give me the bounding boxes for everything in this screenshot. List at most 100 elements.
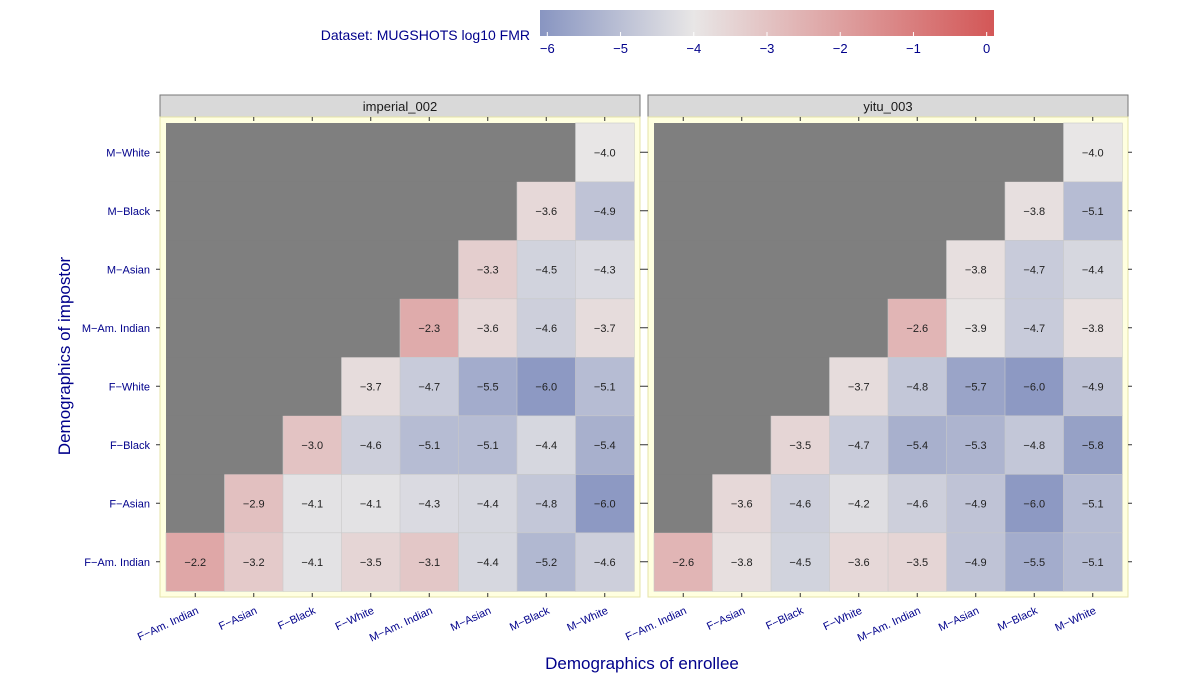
heatmap-cell-empty: [654, 474, 713, 533]
heatmap-cell: [341, 415, 401, 475]
heatmap-cell-empty: [224, 357, 284, 416]
legend-tick-label: −1: [906, 41, 921, 56]
cell-value-label: −4.6: [906, 498, 928, 510]
heatmap-cell: [165, 532, 226, 592]
cell-value-label: −4.3: [594, 264, 616, 276]
y-tick-label: M−White: [106, 147, 150, 159]
heatmap-cell-empty: [654, 240, 713, 299]
heatmap-cell: [770, 532, 831, 592]
cell-value-label: −2.6: [672, 557, 694, 569]
legend-tick-label: −2: [833, 41, 848, 56]
heatmap-cell: [887, 298, 948, 358]
heatmap-cell-empty: [654, 123, 713, 182]
heatmap-cell-empty: [888, 181, 947, 241]
cell-value-label: −4.4: [477, 557, 499, 569]
cell-value-label: −4.4: [1082, 264, 1104, 276]
cell-value-label: −3.9: [965, 323, 987, 335]
heatmap-cell: [575, 415, 635, 475]
heatmap-cell-empty: [166, 240, 225, 299]
cell-value-label: −4.7: [418, 381, 440, 393]
cell-value-label: −4.8: [906, 381, 928, 393]
legend-ticks: −6 −5 −4 −3 −2 −1 0: [540, 32, 990, 56]
heatmap-cell-empty: [771, 123, 830, 182]
heatmap-cell: [946, 298, 1006, 358]
cell-value-label: −6.0: [535, 381, 557, 393]
cell-value-label: −4.6: [535, 323, 557, 335]
heatmap-cell-empty: [771, 240, 830, 299]
heatmap-cell: [1063, 122, 1123, 183]
heatmap-cell-empty: [341, 298, 401, 358]
heatmap-cell: [946, 532, 1006, 592]
heatmap-cell-empty: [517, 123, 576, 182]
heatmap-cell-empty: [654, 181, 713, 241]
cell-value-label: −4.2: [848, 498, 870, 510]
cell-value-label: −3.8: [965, 264, 987, 276]
heatmap-cell: [575, 473, 635, 534]
y-tick-label: F−Am. Indian: [84, 557, 150, 569]
cell-value-label: −4.5: [789, 557, 811, 569]
heatmap-cell-empty: [224, 298, 284, 358]
heatmap-cell: [341, 356, 401, 417]
y-tick-label: M−Asian: [107, 264, 150, 276]
heatmap-cell-empty: [946, 123, 1006, 182]
cell-value-label: −5.1: [477, 440, 499, 452]
y-tick-label: M−Am. Indian: [82, 323, 150, 335]
legend-tick-label: 0: [983, 41, 990, 56]
heatmap-cell-empty: [341, 240, 401, 299]
y-tick-label: M−Black: [108, 206, 151, 218]
cell-value-label: −4.8: [535, 498, 557, 510]
heatmap-cell: [1063, 298, 1123, 358]
legend-tick-label: −6: [540, 41, 555, 56]
cell-value-label: −4.6: [594, 557, 616, 569]
cell-value-label: −5.5: [1023, 557, 1045, 569]
heatmap-cell-empty: [224, 123, 284, 182]
cell-value-label: −3.6: [477, 323, 499, 335]
cell-value-label: −3.8: [1082, 323, 1104, 335]
color-legend: Dataset: MUGSHOTS log10 FMR −6 −5 −4 −3 −2 −1…: [321, 10, 994, 56]
x-axis-title: Demographics of enrollee: [545, 654, 739, 673]
heatmap-cell-empty: [166, 474, 225, 533]
heatmap-cell: [341, 532, 401, 592]
heatmap-cell: [224, 532, 284, 592]
cell-value-label: −3.0: [301, 440, 323, 452]
heatmap-cell-empty: [829, 240, 889, 299]
heatmap-cell-empty: [829, 181, 889, 241]
heatmap-cell: [1004, 532, 1065, 592]
cell-value-label: −3.7: [848, 381, 870, 393]
cell-value-label: −4.4: [477, 498, 499, 510]
cell-value-label: −4.7: [848, 440, 870, 452]
heatmap-cell: [1063, 239, 1123, 300]
cell-value-label: −5.7: [965, 381, 987, 393]
cell-value-label: −4.6: [789, 498, 811, 510]
heatmap-cell: [575, 298, 635, 358]
heatmap-cell: [224, 473, 284, 534]
heatmap-cell: [341, 473, 401, 534]
heatmap-cell-empty: [166, 415, 225, 475]
cell-value-label: −5.4: [906, 440, 928, 452]
heatmap-cell: [829, 356, 889, 417]
heatmap-cell-empty: [712, 357, 772, 416]
heatmap-cell-empty: [888, 123, 947, 182]
heatmap-cell-empty: [654, 357, 713, 416]
cell-value-label: −5.8: [1082, 440, 1104, 452]
cell-value-label: −3.5: [906, 557, 928, 569]
heatmap-cell: [458, 356, 518, 417]
cell-value-label: −5.1: [418, 440, 440, 452]
heatmap-cell-empty: [888, 240, 947, 299]
heatmap-cell: [1063, 415, 1123, 475]
heatmap-cell-empty: [712, 415, 772, 475]
cell-value-label: −5.1: [1082, 498, 1104, 510]
cell-value-label: −5.4: [594, 440, 616, 452]
cell-value-label: −4.6: [360, 440, 382, 452]
heatmap-cell: [887, 473, 948, 534]
heatmap-cell-empty: [829, 298, 889, 358]
heatmap-cell-empty: [712, 123, 772, 182]
cell-value-label: −3.8: [1023, 206, 1045, 218]
heatmap-cell: [1004, 181, 1065, 241]
heatmap-cell: [282, 415, 343, 475]
legend-title: Dataset: MUGSHOTS log10 FMR: [321, 27, 530, 43]
heatmap-cell: [770, 415, 831, 475]
cell-value-label: −5.1: [1082, 557, 1104, 569]
heatmap-cell-empty: [341, 123, 401, 182]
heatmap-cell: [516, 298, 577, 358]
